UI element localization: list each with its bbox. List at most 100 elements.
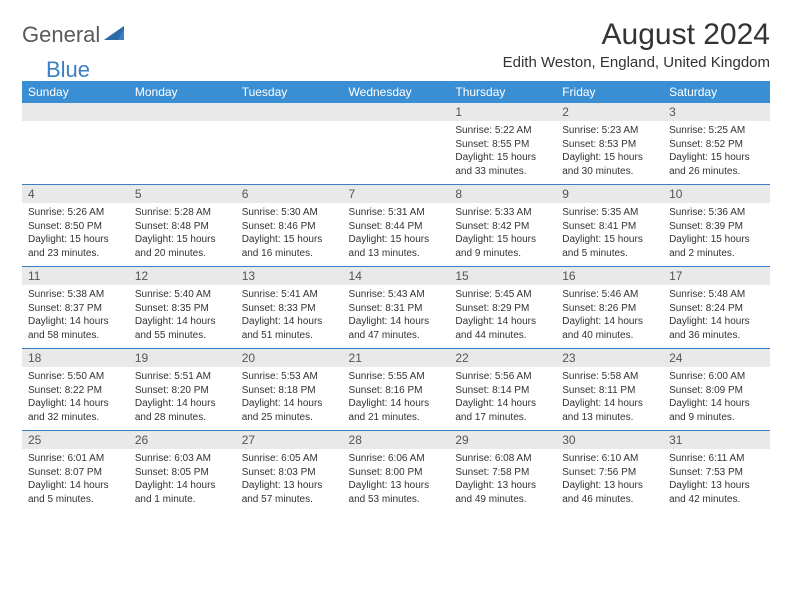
day-detail-line: Daylight: 15 hours and 20 minutes. xyxy=(135,233,230,260)
calendar-day-cell: 19Sunrise: 5:51 AMSunset: 8:20 PMDayligh… xyxy=(129,349,236,431)
calendar-week-row: 11Sunrise: 5:38 AMSunset: 8:37 PMDayligh… xyxy=(22,267,770,349)
day-detail-line: Daylight: 14 hours and 21 minutes. xyxy=(349,397,444,424)
day-detail-line: Sunrise: 6:00 AM xyxy=(669,370,764,384)
day-detail-line: Sunrise: 6:11 AM xyxy=(669,452,764,466)
day-detail-line: Daylight: 14 hours and 55 minutes. xyxy=(135,315,230,342)
day-detail-line: Daylight: 13 hours and 57 minutes. xyxy=(242,479,337,506)
day-detail-line: Sunset: 8:41 PM xyxy=(562,220,657,234)
day-number xyxy=(129,103,236,121)
day-detail-line: Sunset: 8:11 PM xyxy=(562,384,657,398)
day-details xyxy=(129,121,236,173)
calendar-week-row: 1Sunrise: 5:22 AMSunset: 8:55 PMDaylight… xyxy=(22,103,770,185)
day-number: 22 xyxy=(449,349,556,367)
day-detail-line: Sunrise: 5:43 AM xyxy=(349,288,444,302)
calendar-week-row: 25Sunrise: 6:01 AMSunset: 8:07 PMDayligh… xyxy=(22,431,770,513)
day-number: 28 xyxy=(343,431,450,449)
day-detail-line: Sunset: 8:29 PM xyxy=(455,302,550,316)
day-details: Sunrise: 5:41 AMSunset: 8:33 PMDaylight:… xyxy=(236,285,343,348)
day-number: 23 xyxy=(556,349,663,367)
calendar-day-cell: 14 Sunrise: 5:43 AMSunset: 8:31 PMDayligh… xyxy=(343,267,450,349)
day-details: Sunrise: 5:28 AMSunset: 8:48 PMDaylight:… xyxy=(129,203,236,266)
day-detail-line: Sunrise: 5:40 AM xyxy=(135,288,230,302)
day-number: 6 xyxy=(236,185,343,203)
day-number: 14 xyxy=(343,267,450,285)
day-details: Sunrise: 6:06 AMSunset: 8:00 PMDaylight:… xyxy=(343,449,450,512)
weekday-header-row: Sunday Monday Tuesday Wednesday Thursday… xyxy=(22,81,770,103)
day-detail-line: Sunrise: 5:26 AM xyxy=(28,206,123,220)
calendar-day-cell: 27Sunrise: 6:05 AMSunset: 8:03 PMDayligh… xyxy=(236,431,343,513)
day-detail-line: Sunset: 8:39 PM xyxy=(669,220,764,234)
day-detail-line: Daylight: 14 hours and 28 minutes. xyxy=(135,397,230,424)
day-detail-line: Sunrise: 5:30 AM xyxy=(242,206,337,220)
day-detail-line: Daylight: 14 hours and 17 minutes. xyxy=(455,397,550,424)
day-details xyxy=(343,121,450,173)
weekday-header: Saturday xyxy=(663,81,770,103)
day-number: 13 xyxy=(236,267,343,285)
day-detail-line: Sunset: 8:14 PM xyxy=(455,384,550,398)
day-detail-line: Sunrise: 6:10 AM xyxy=(562,452,657,466)
day-detail-line: Sunset: 8:26 PM xyxy=(562,302,657,316)
day-detail-line: Daylight: 15 hours and 26 minutes. xyxy=(669,151,764,178)
day-detail-line: Sunset: 8:37 PM xyxy=(28,302,123,316)
calendar-day-cell: 6Sunrise: 5:30 AMSunset: 8:46 PMDaylight… xyxy=(236,185,343,267)
day-number: 26 xyxy=(129,431,236,449)
day-details: Sunrise: 6:11 AMSunset: 7:53 PMDaylight:… xyxy=(663,449,770,512)
day-details: Sunrise: 5:23 AMSunset: 8:53 PMDaylight:… xyxy=(556,121,663,184)
day-details: Sunrise: 5:48 AMSunset: 8:24 PMDaylight:… xyxy=(663,285,770,348)
day-number: 24 xyxy=(663,349,770,367)
calendar-day-cell: 20Sunrise: 5:53 AMSunset: 8:18 PMDayligh… xyxy=(236,349,343,431)
day-detail-line: Sunset: 8:46 PM xyxy=(242,220,337,234)
calendar-day-cell: 22 Sunrise: 5:56 AMSunset: 8:14 PMDayligh… xyxy=(449,349,556,431)
calendar-day-cell: 7Sunrise: 5:31 AMSunset: 8:44 PMDaylight… xyxy=(343,185,450,267)
logo-text-general: General xyxy=(22,22,100,48)
calendar-table: Sunday Monday Tuesday Wednesday Thursday… xyxy=(22,81,770,512)
calendar-day-cell: 26Sunrise: 6:03 AMSunset: 8:05 PMDayligh… xyxy=(129,431,236,513)
day-number: 21 xyxy=(343,349,450,367)
day-detail-line: Sunset: 8:33 PM xyxy=(242,302,337,316)
day-number: 29 xyxy=(449,431,556,449)
day-detail-line: Sunset: 8:24 PM xyxy=(669,302,764,316)
day-number: 19 xyxy=(129,349,236,367)
day-details: Sunrise: 5:26 AMSunset: 8:50 PMDaylight:… xyxy=(22,203,129,266)
header: General August 2024 Edith Weston, Englan… xyxy=(22,18,770,71)
day-detail-line: Sunrise: 5:31 AM xyxy=(349,206,444,220)
day-detail-line: Sunset: 7:53 PM xyxy=(669,466,764,480)
day-details: Sunrise: 5:38 AMSunset: 8:37 PMDaylight:… xyxy=(22,285,129,348)
calendar-day-cell: 1Sunrise: 5:22 AMSunset: 8:55 PMDaylight… xyxy=(449,103,556,185)
calendar-day-cell: 21Sunrise: 5:55 AMSunset: 8:16 PMDayligh… xyxy=(343,349,450,431)
day-detail-line: Sunrise: 5:48 AM xyxy=(669,288,764,302)
calendar-day-cell: 30Sunrise: 6:10 AMSunset: 7:56 PMDayligh… xyxy=(556,431,663,513)
day-detail-line: Sunrise: 5:56 AM xyxy=(455,370,550,384)
day-detail-line: Sunrise: 5:23 AM xyxy=(562,124,657,138)
day-details xyxy=(22,121,129,173)
weekday-header: Monday xyxy=(129,81,236,103)
day-detail-line: Sunrise: 6:06 AM xyxy=(349,452,444,466)
day-number: 18 xyxy=(22,349,129,367)
day-detail-line: Daylight: 14 hours and 47 minutes. xyxy=(349,315,444,342)
day-detail-line: Daylight: 15 hours and 13 minutes. xyxy=(349,233,444,260)
location-subtitle: Edith Weston, England, United Kingdom xyxy=(503,54,770,71)
calendar-day-cell: 11Sunrise: 5:38 AMSunset: 8:37 PMDayligh… xyxy=(22,267,129,349)
day-detail-line: Daylight: 14 hours and 13 minutes. xyxy=(562,397,657,424)
day-detail-line: Sunrise: 5:41 AM xyxy=(242,288,337,302)
day-detail-line: Sunrise: 6:03 AM xyxy=(135,452,230,466)
day-detail-line: Sunrise: 6:08 AM xyxy=(455,452,550,466)
day-detail-line: Daylight: 15 hours and 2 minutes. xyxy=(669,233,764,260)
day-number: 9 xyxy=(556,185,663,203)
calendar-day-cell: 31Sunrise: 6:11 AMSunset: 7:53 PMDayligh… xyxy=(663,431,770,513)
day-number: 30 xyxy=(556,431,663,449)
day-detail-line: Daylight: 15 hours and 5 minutes. xyxy=(562,233,657,260)
day-details: Sunrise: 5:53 AMSunset: 8:18 PMDaylight:… xyxy=(236,367,343,430)
calendar-day-cell: 8Sunrise: 5:33 AMSunset: 8:42 PMDaylight… xyxy=(449,185,556,267)
day-number: 25 xyxy=(22,431,129,449)
day-detail-line: Daylight: 14 hours and 58 minutes. xyxy=(28,315,123,342)
day-detail-line: Sunrise: 5:35 AM xyxy=(562,206,657,220)
day-detail-line: Sunrise: 5:25 AM xyxy=(669,124,764,138)
day-details: Sunrise: 5:22 AMSunset: 8:55 PMDaylight:… xyxy=(449,121,556,184)
day-detail-line: Sunrise: 5:38 AM xyxy=(28,288,123,302)
day-detail-line: Sunset: 7:58 PM xyxy=(455,466,550,480)
calendar-day-cell: 10Sunrise: 5:36 AMSunset: 8:39 PMDayligh… xyxy=(663,185,770,267)
day-detail-line: Sunset: 8:31 PM xyxy=(349,302,444,316)
day-detail-line: Sunset: 8:09 PM xyxy=(669,384,764,398)
day-detail-line: Daylight: 14 hours and 1 minute. xyxy=(135,479,230,506)
